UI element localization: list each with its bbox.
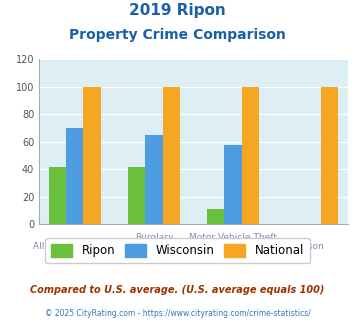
Bar bbox=[163, 87, 180, 224]
Text: 2019 Ripon: 2019 Ripon bbox=[129, 3, 226, 18]
Bar bbox=[145, 135, 163, 224]
Bar bbox=[83, 87, 101, 224]
Bar bbox=[224, 145, 242, 224]
Bar bbox=[321, 87, 338, 224]
Bar bbox=[242, 87, 259, 224]
Text: Motor Vehicle Theft: Motor Vehicle Theft bbox=[189, 233, 277, 242]
Legend: Ripon, Wisconsin, National: Ripon, Wisconsin, National bbox=[45, 238, 310, 263]
Text: © 2025 CityRating.com - https://www.cityrating.com/crime-statistics/: © 2025 CityRating.com - https://www.city… bbox=[45, 309, 310, 317]
Text: Larceny & Theft: Larceny & Theft bbox=[118, 242, 190, 250]
Text: Compared to U.S. average. (U.S. average equals 100): Compared to U.S. average. (U.S. average … bbox=[30, 285, 325, 295]
Text: Property Crime Comparison: Property Crime Comparison bbox=[69, 28, 286, 42]
Bar bbox=[128, 167, 145, 224]
Text: All Property Crime: All Property Crime bbox=[33, 242, 116, 250]
Text: Burglary: Burglary bbox=[135, 233, 173, 242]
Text: Arson: Arson bbox=[299, 242, 325, 250]
Bar bbox=[207, 209, 224, 224]
Bar bbox=[49, 167, 66, 224]
Bar bbox=[66, 128, 83, 224]
